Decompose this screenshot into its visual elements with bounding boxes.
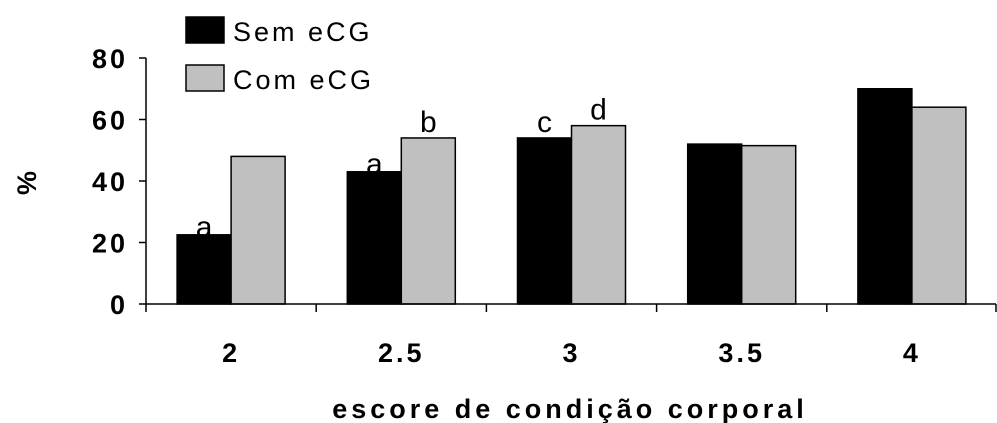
y-tick-label: 40 — [92, 167, 128, 197]
significance-label: a — [366, 148, 383, 181]
bars — [176, 88, 967, 305]
bar-sem-ecg — [346, 171, 403, 305]
data-labels: a a b c d — [196, 94, 607, 244]
x-axis-ticks: 2 2.5 3 3.5 4 — [145, 304, 997, 368]
significance-label: d — [590, 94, 607, 127]
y-axis-ticks: 0 20 40 60 80 — [92, 44, 146, 320]
bar-sem-ecg — [516, 137, 573, 305]
x-axis-label: escore de condição corporal — [332, 394, 808, 423]
x-tick-label: 4 — [903, 338, 921, 368]
y-axis-label: % — [12, 167, 42, 195]
bar-com-ecg — [400, 137, 457, 305]
x-tick-label: 3.5 — [718, 338, 765, 368]
y-tick-label: 0 — [110, 290, 128, 320]
significance-label: a — [196, 211, 213, 244]
legend-swatch — [185, 16, 225, 44]
bar-sem-ecg — [686, 143, 743, 305]
bar-sem-ecg — [176, 234, 232, 305]
y-tick-label: 20 — [92, 229, 128, 259]
bar-sem-ecg — [857, 88, 913, 305]
legend-swatch — [185, 64, 225, 92]
bar-com-ecg — [230, 155, 286, 305]
x-tick-label: 3 — [562, 338, 580, 368]
y-tick-label: 60 — [92, 106, 128, 136]
bar-com-ecg — [740, 144, 797, 305]
bar-com-ecg — [570, 124, 627, 305]
y-tick-label: 80 — [92, 44, 128, 74]
x-tick-label: 2 — [222, 338, 240, 368]
significance-label: b — [420, 106, 437, 139]
legend: Sem eCG Com eCG — [185, 16, 374, 95]
bar-com-ecg — [911, 106, 967, 305]
significance-label: c — [537, 106, 552, 139]
legend-label: Sem eCG — [233, 17, 373, 47]
x-tick-label: 2.5 — [378, 338, 425, 368]
legend-label: Com eCG — [233, 65, 374, 95]
